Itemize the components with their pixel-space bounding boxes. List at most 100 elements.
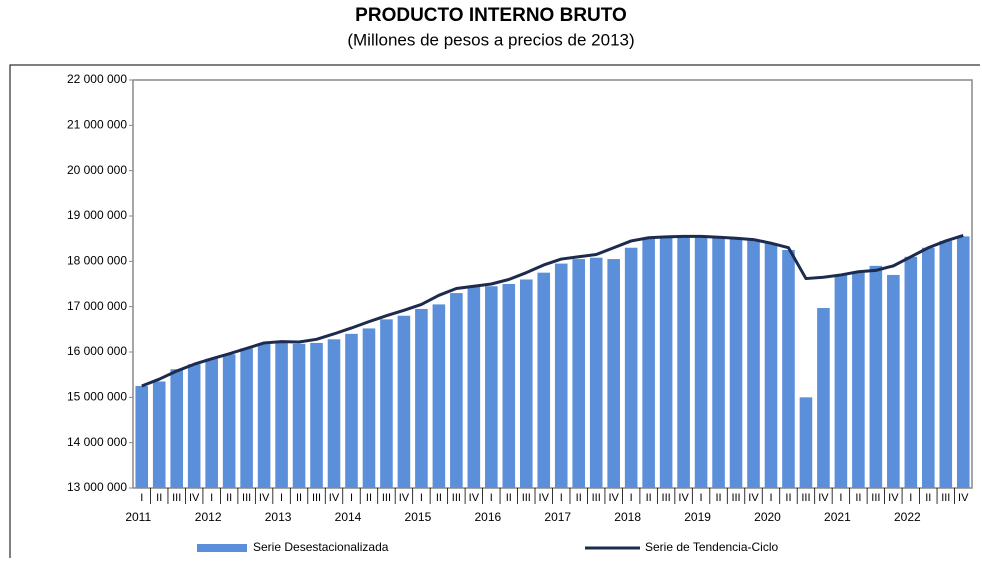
bar [467, 286, 481, 488]
year-label: 2020 [754, 510, 781, 524]
year-label: 2018 [614, 510, 641, 524]
x-tick-label: II [925, 492, 931, 504]
x-tick-label: II [715, 492, 721, 504]
bar [554, 263, 568, 488]
bar [292, 343, 306, 488]
x-tick-label: II [855, 492, 861, 504]
x-tick-label: IV [189, 492, 200, 504]
x-tick-label: II [576, 492, 582, 504]
bar [782, 250, 795, 488]
x-tick-label: I [420, 492, 423, 504]
y-tick-label: 15 000 000 [67, 390, 127, 404]
bar [659, 237, 673, 488]
x-tick-label: IV [818, 492, 829, 504]
x-tick-label: IV [888, 492, 899, 504]
x-tick-label: IV [608, 492, 619, 504]
bar [939, 240, 953, 488]
x-tick-label: II [436, 492, 442, 504]
bar [747, 239, 760, 488]
bar [642, 238, 655, 488]
bar [956, 236, 970, 488]
bar [537, 272, 551, 488]
y-tick-label: 16 000 000 [67, 344, 127, 358]
x-tick-label: I [210, 492, 213, 504]
x-tick-label: III [941, 492, 950, 504]
bar [187, 364, 201, 488]
bar [362, 328, 376, 488]
x-tick-label: II [156, 492, 162, 504]
legend-label: Serie de Tendencia-Ciclo [645, 540, 779, 554]
bar [922, 247, 935, 488]
x-tick-label: IV [539, 492, 550, 504]
year-label: 2019 [684, 510, 711, 524]
year-label: 2011 [125, 510, 151, 524]
bar [764, 243, 778, 488]
x-tick-label: II [785, 492, 791, 504]
x-tick-label: I [560, 492, 563, 504]
bar [904, 256, 918, 488]
year-label: 2017 [544, 510, 571, 524]
y-tick-label: 21 000 000 [67, 118, 127, 132]
frame [9, 64, 980, 558]
y-tick-label: 19 000 000 [67, 208, 127, 222]
bar [432, 304, 446, 488]
x-tick-label: III [592, 492, 601, 504]
bar [519, 279, 533, 488]
bar [834, 274, 848, 488]
year-label: 2015 [405, 510, 432, 524]
bar [240, 348, 253, 488]
x-tick-label: I [909, 492, 912, 504]
bar [887, 274, 900, 488]
y-tick-label: 22 000 000 [67, 72, 127, 86]
x-tick-label: IV [259, 492, 270, 504]
year-label: 2021 [824, 510, 851, 524]
x-tick-label: I [140, 492, 143, 504]
x-tick-label: I [769, 492, 772, 504]
x-tick-label: IV [399, 492, 410, 504]
year-label: 2014 [335, 510, 362, 524]
x-tick-label: I [490, 492, 493, 504]
x-tick-label: I [350, 492, 353, 504]
bar [817, 308, 830, 488]
x-tick-label: II [296, 492, 302, 504]
x-tick-label: II [646, 492, 652, 504]
bar [415, 308, 428, 488]
trend-line [141, 234, 964, 388]
x-tick-label: IV [329, 492, 340, 504]
bar [397, 315, 411, 488]
bar [275, 342, 288, 488]
bar [589, 257, 603, 488]
bar [310, 342, 323, 488]
x-tick-label: I [280, 492, 283, 504]
bar [694, 236, 708, 488]
x-tick-label: III [452, 492, 461, 504]
bar [712, 237, 725, 488]
bar [152, 381, 166, 488]
bar [502, 284, 516, 488]
legend-label: Serie Desestacionalizada [253, 540, 389, 554]
x-tick-label: III [662, 492, 671, 504]
bar [327, 339, 341, 488]
year-label: 2016 [474, 510, 501, 524]
year-label: 2013 [265, 510, 292, 524]
bar [624, 247, 638, 488]
y-tick-label: 14 000 000 [67, 435, 127, 449]
x-tick-label: IV [748, 492, 759, 504]
x-tick-label: III [172, 492, 181, 504]
x-tick-label: I [700, 492, 703, 504]
x-tick-label: IV [958, 492, 969, 504]
bar [205, 358, 218, 488]
bar [222, 354, 236, 488]
bar [799, 397, 813, 488]
x-tick-label: II [366, 492, 372, 504]
x-tick-label: II [226, 492, 232, 504]
x-tick-label: III [801, 492, 810, 504]
bar [677, 237, 690, 488]
x-tick-label: IV [678, 492, 689, 504]
bar [869, 265, 883, 488]
x-tick-label: III [312, 492, 321, 504]
x-tick-label: III [382, 492, 391, 504]
y-tick-label: 18 000 000 [67, 254, 127, 268]
chart-title: PRODUCTO INTERNO BRUTO [355, 5, 627, 26]
